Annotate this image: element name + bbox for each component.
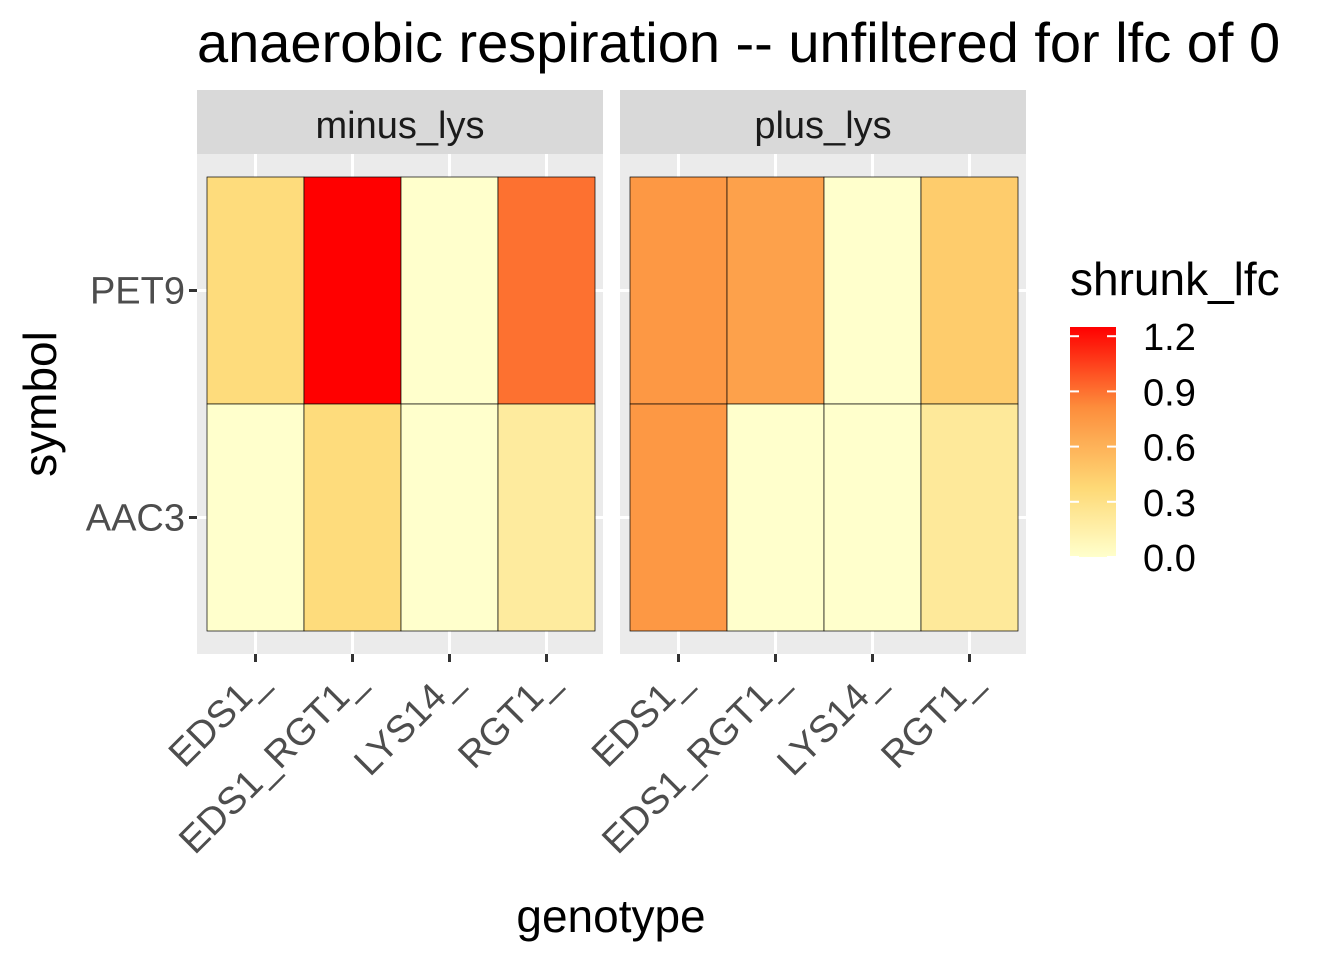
legend-tick-label: 1.2	[1143, 317, 1196, 359]
heatmap-cell	[726, 403, 825, 632]
heatmap-cell	[400, 176, 499, 405]
facet-label: plus_lys	[754, 105, 891, 147]
heatmap-cell	[920, 176, 1019, 405]
heatmap-cell	[303, 403, 402, 632]
facet-strip	[620, 90, 1026, 154]
legend-tick-label: 0.3	[1143, 483, 1196, 525]
facet-strip	[197, 90, 603, 154]
heatmap-cell	[497, 403, 596, 632]
heatmap-cell	[726, 176, 825, 405]
legend-colorbar	[1070, 327, 1116, 557]
x-tick-label: RGT1_	[451, 660, 568, 777]
legend-tick-label: 0.9	[1143, 372, 1196, 414]
heatmap-cell	[206, 176, 305, 405]
x-axis-label: genotype	[516, 890, 705, 942]
y-tick-label: PET9	[90, 271, 185, 313]
facet-label: minus_lys	[316, 105, 485, 147]
legend-tick-label: 0.0	[1143, 538, 1196, 580]
legend-title: shrunk_lfc	[1070, 253, 1280, 305]
x-tick-label: LYS14_	[770, 660, 894, 784]
heatmap-cell	[206, 403, 305, 632]
legend-tick-label: 0.6	[1143, 428, 1196, 470]
chart-title: anaerobic respiration -- unfiltered for …	[197, 11, 1280, 74]
heatmap-cell	[303, 176, 402, 405]
heatmap-cell	[920, 403, 1019, 632]
heatmap-cell	[400, 403, 499, 632]
x-tick-label: RGT1_	[874, 660, 991, 777]
heatmap-cell	[823, 403, 922, 632]
x-tick-label: LYS14_	[347, 660, 471, 784]
y-tick-label: AAC3	[86, 498, 185, 540]
heatmap-cell	[497, 176, 596, 405]
heatmap-cell	[823, 176, 922, 405]
heatmap-cell	[629, 403, 728, 632]
y-axis-label: symbol	[14, 331, 66, 477]
color-legend: shrunk_lfc 1.2 0.9 0.6 0.3 0.0	[1070, 253, 1280, 580]
facet-panels: minus_lysEDS1_EDS1_RGT1_LYS14_RGT1_plus_…	[86, 90, 1026, 862]
heatmap-cell	[629, 176, 728, 405]
